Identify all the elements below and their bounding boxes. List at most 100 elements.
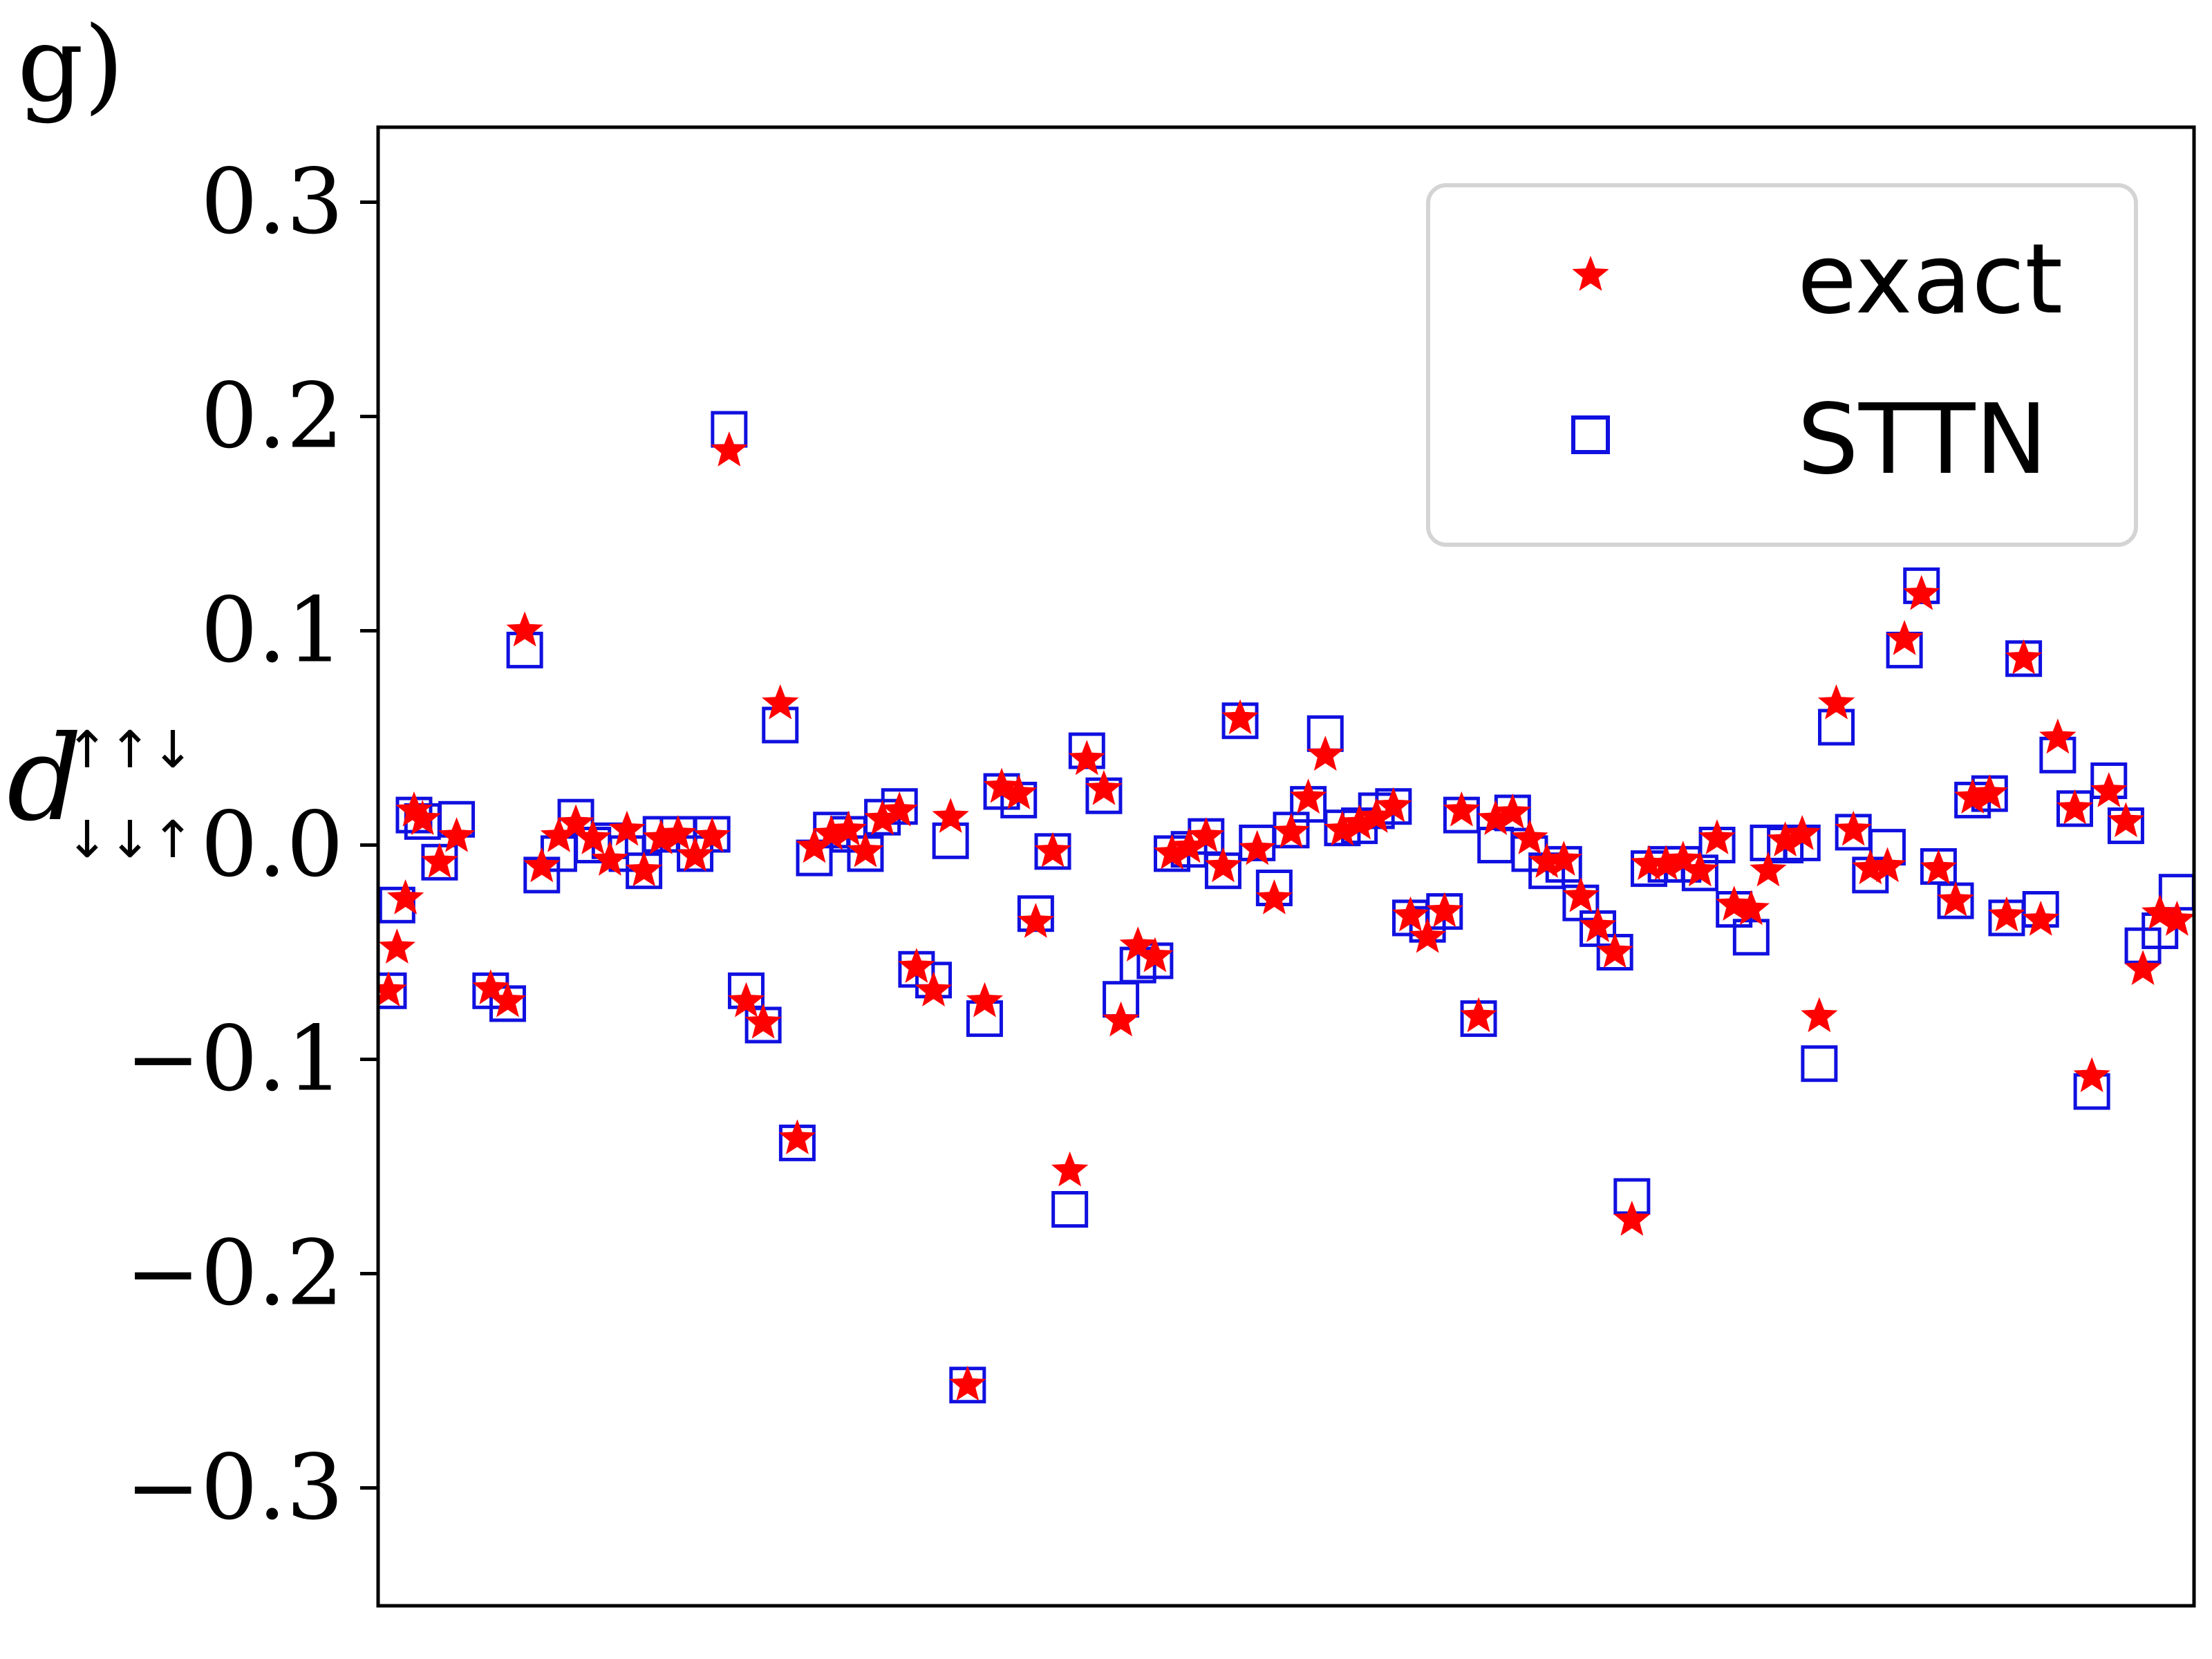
exact-point: [898, 948, 935, 983]
exact-point: [456, 86, 492, 122]
exact-point: [2022, 901, 2059, 936]
exact-point: [2073, 1057, 2110, 1092]
legend: exact STTN: [1426, 183, 2138, 547]
plot-frame: [376, 125, 2196, 1608]
exact-point: [1239, 830, 1276, 865]
data-points: [378, 86, 2194, 1404]
exact-point: [813, 815, 850, 850]
exact-point: [983, 767, 1020, 803]
y-tick-label: 0.0: [200, 792, 344, 897]
exact-point: [626, 851, 663, 887]
exact-point: [1511, 819, 1548, 854]
exact-point: [395, 791, 433, 827]
exact-point: [1665, 841, 1702, 876]
exact-point: [642, 819, 679, 854]
y-tick-label: −0.2: [125, 1221, 344, 1326]
exact-point: [421, 843, 458, 878]
sttn-point: [1051, 1191, 1089, 1228]
exact-point: [915, 971, 953, 1006]
exact-point: [1255, 879, 1293, 915]
exact-point: [1409, 917, 1446, 953]
y-axis-label: d ↑↑↓ ↓↓↑: [7, 711, 194, 870]
exact-point: [949, 1365, 986, 1401]
exact-point: [1835, 810, 1872, 846]
exact-point: [2107, 802, 2145, 838]
sttn-point: [932, 822, 969, 859]
exact-point: [404, 800, 441, 835]
exact-point: [1443, 791, 1480, 827]
exact-point: [574, 819, 612, 854]
exact-point: [1903, 574, 1940, 610]
exact-point: [591, 841, 628, 876]
exact-point: [378, 971, 407, 1006]
exact-point: [1358, 798, 1395, 833]
exact-point: [1852, 849, 1889, 885]
exact-point: [659, 815, 697, 850]
exact-point: [1732, 890, 1770, 926]
exact-point: [1698, 819, 1736, 854]
exact-point: [438, 817, 476, 852]
y-tick-label: 0.3: [200, 149, 344, 254]
sttn-point: [1818, 709, 1855, 746]
exact-point: [1391, 896, 1430, 932]
exact-point: [847, 832, 884, 868]
exact-point: [1460, 997, 1497, 1033]
legend-box: [1426, 183, 2138, 547]
exact-point: [864, 800, 901, 835]
exact-point: [1817, 684, 1855, 720]
exact-point: [1528, 843, 1566, 878]
sttn-point: [1801, 1045, 1838, 1082]
exact-point: [1426, 892, 1463, 928]
exact-point: [523, 847, 561, 883]
y-tick-label: 0.2: [200, 364, 344, 469]
exact-point: [830, 810, 867, 846]
exact-point: [2090, 772, 2128, 807]
exact-point: [378, 928, 415, 964]
exact-point: [1988, 896, 2025, 932]
exact-point: [762, 684, 799, 720]
exact-point: [1324, 810, 1361, 846]
exact-point: [1188, 817, 1225, 852]
y-axis-label-subscript: ↓↓↑: [66, 810, 194, 870]
exact-point: [1273, 812, 1310, 848]
exact-point: [1204, 847, 1242, 883]
exact-point: [489, 982, 527, 1018]
exact-point: [1477, 800, 1515, 835]
exact-point: [2005, 639, 2043, 675]
exact-point: [387, 879, 424, 915]
exact-point: [1068, 740, 1105, 776]
exact-point: [1085, 769, 1123, 805]
exact-point: [1051, 1151, 1089, 1187]
exact-point: [2039, 718, 2077, 754]
exact-point: [1136, 937, 1174, 973]
exact-point: [1750, 851, 1787, 887]
exact-point: [932, 798, 969, 833]
exact-point: [1170, 827, 1208, 863]
exact-point: [1034, 832, 1071, 868]
exact-point: [1868, 847, 1906, 883]
y-axis-label-symbol: d: [7, 711, 82, 847]
exact-point: [1306, 735, 1344, 771]
legend-label-exact: exact: [1797, 223, 2063, 336]
sttn-point: [762, 706, 799, 744]
exact-point: [727, 982, 765, 1018]
exact-point: [1647, 845, 1685, 881]
exact-point: [676, 836, 714, 872]
exact-point: [1613, 1201, 1651, 1236]
legend-star-icon: [1572, 256, 1609, 291]
exact-point: [1801, 997, 1838, 1033]
exact-point: [1153, 834, 1191, 870]
exact-point: [1103, 1001, 1140, 1037]
exact-point: [796, 827, 833, 863]
exact-point: [1783, 815, 1821, 850]
exact-point: [966, 982, 1004, 1018]
exact-point: [2124, 950, 2162, 985]
exact-point: [1017, 903, 1054, 938]
exact-point: [1562, 877, 1600, 912]
exact-point: [472, 969, 509, 1004]
exact-point: [1340, 804, 1378, 840]
exact-point: [1596, 932, 1633, 968]
exact-point: [557, 804, 594, 840]
exact-point: [1000, 774, 1038, 809]
exact-point: [1494, 794, 1531, 829]
